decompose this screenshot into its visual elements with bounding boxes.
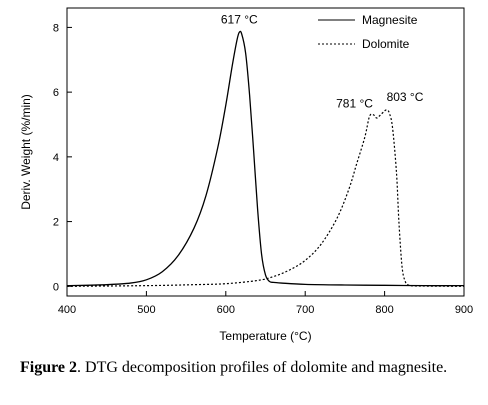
plot-area — [66, 30, 465, 287]
figure-caption: Figure 2. DTG decomposition profiles of … — [20, 357, 476, 378]
peak-annotation: 617 °C — [221, 12, 258, 26]
legend-label-magnesite: Magnesite — [362, 13, 418, 27]
y-tick-label: 0 — [53, 281, 59, 293]
x-tick-label: 600 — [217, 304, 235, 316]
magnesite-curve — [66, 30, 465, 287]
peak-annotation: 781 °C — [336, 96, 373, 110]
y-tick-label: 6 — [53, 87, 59, 99]
x-tick-label: 500 — [137, 304, 155, 316]
plot-frame — [66, 7, 465, 297]
legend: Magnesite Dolomite — [318, 13, 418, 51]
y-tick-label: 4 — [53, 152, 59, 164]
x-tick-label: 800 — [375, 304, 393, 316]
dtg-chart: 400 500 600 700 800 900 0 2 4 6 8 Temperature (°C… — [19, 7, 473, 343]
x-axis: 400 500 600 700 800 900 — [58, 291, 473, 316]
y-tick-label: 2 — [53, 217, 59, 229]
peak-annotation: 803 °C — [387, 90, 424, 104]
x-tick-label: 900 — [455, 304, 473, 316]
legend-label-dolomite: Dolomite — [362, 37, 410, 51]
y-axis: 0 2 4 6 8 — [53, 22, 72, 293]
x-tick-label: 400 — [58, 304, 76, 316]
caption-text: . DTG decomposition profiles of dolomite… — [77, 359, 448, 376]
peak-annotations: 617 °C 781 °C 803 °C — [221, 12, 424, 110]
y-axis-title: Deriv. Weight (%/min) — [19, 94, 33, 210]
y-tick-label: 8 — [53, 22, 59, 34]
dolomite-curve — [66, 109, 465, 287]
caption-label: Figure 2 — [20, 359, 78, 376]
x-tick-label: 700 — [296, 304, 314, 316]
x-axis-title: Temperature (°C) — [219, 329, 311, 343]
